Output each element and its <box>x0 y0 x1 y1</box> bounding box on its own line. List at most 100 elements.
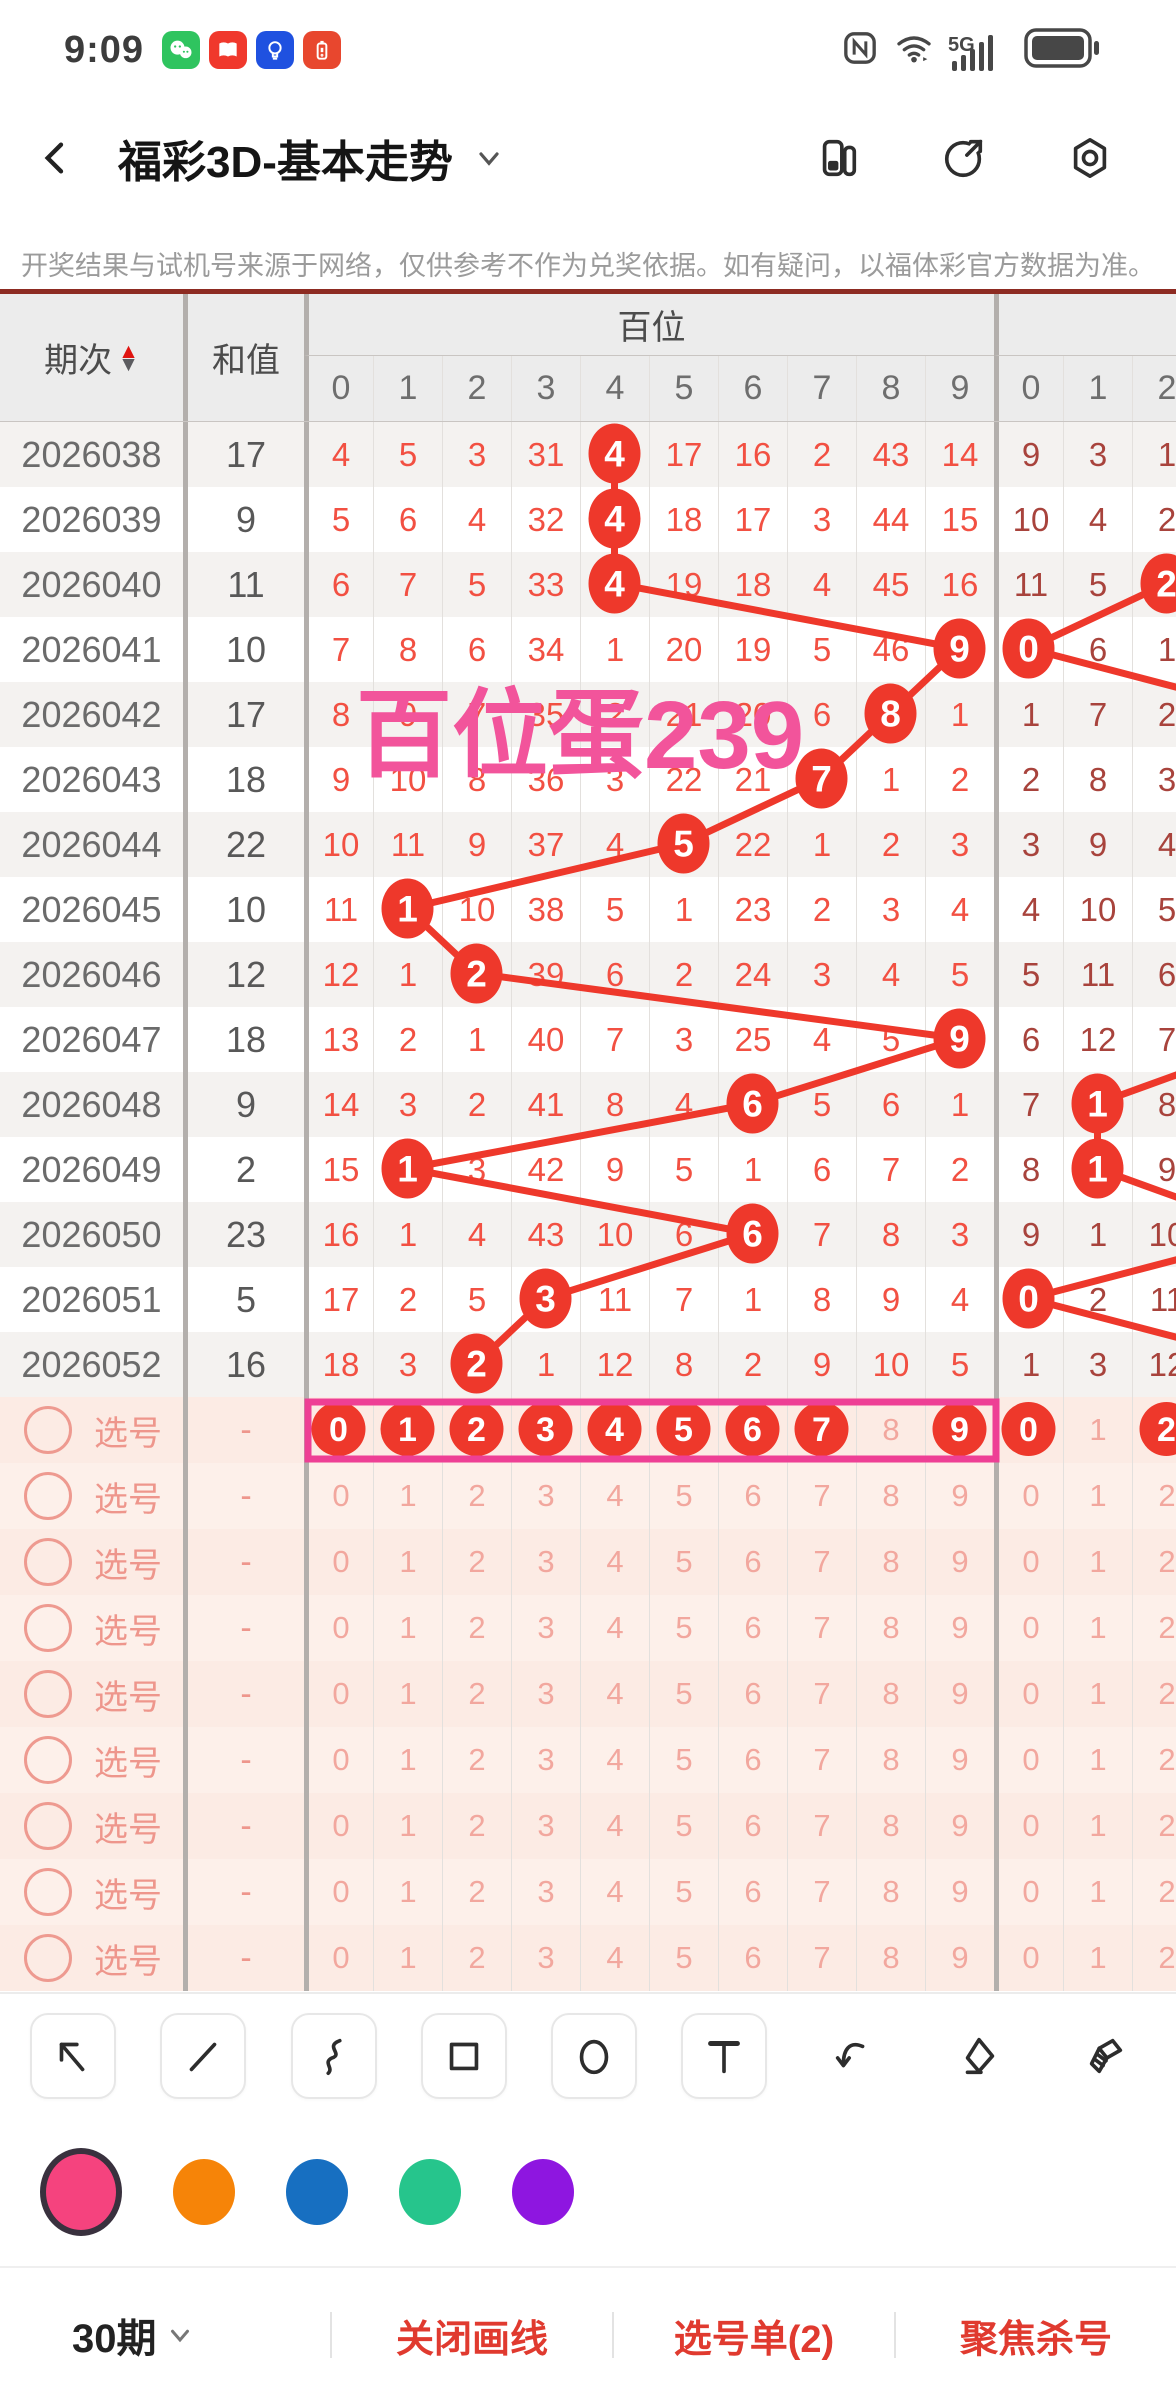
pick-digit[interactable]: 4 <box>580 1793 649 1859</box>
pick-digit[interactable]: 1 <box>1063 1727 1132 1793</box>
pick-digit[interactable]: 2 <box>442 1727 511 1793</box>
text-tool-icon[interactable] <box>681 2013 768 2099</box>
pick-digit[interactable]: 0 <box>994 1859 1063 1925</box>
pick-digit[interactable]: 7 <box>787 1661 856 1727</box>
pick-digit[interactable]: 3 <box>511 1859 580 1925</box>
pick-digit[interactable]: 3 <box>511 1463 580 1529</box>
pick-digit[interactable]: 5 <box>649 1727 718 1793</box>
pick-digit[interactable]: 5 <box>649 1793 718 1859</box>
pick-checkbox[interactable] <box>24 1406 72 1454</box>
pick-digit[interactable]: 7 <box>787 1859 856 1925</box>
pick-digit[interactable]: 0 <box>304 1397 373 1463</box>
line-tool-icon[interactable] <box>160 2013 247 2099</box>
pick-checkbox[interactable] <box>24 1670 72 1718</box>
pick-digit[interactable]: 1 <box>1063 1793 1132 1859</box>
pick-digit[interactable]: 6 <box>718 1727 787 1793</box>
pick-digit[interactable]: 7 <box>787 1397 856 1463</box>
pick-digit[interactable]: 0 <box>994 1529 1063 1595</box>
pick-digit[interactable]: 8 <box>856 1925 925 1991</box>
pick-digit[interactable]: 4 <box>580 1529 649 1595</box>
pick-digit[interactable]: 0 <box>304 1859 373 1925</box>
focus-kill-button[interactable]: 聚焦杀号 <box>959 2318 1112 2361</box>
pick-digit[interactable]: 9 <box>925 1661 994 1727</box>
pick-checkbox[interactable] <box>24 1736 72 1784</box>
color-swatch[interactable] <box>399 2159 461 2225</box>
pick-digit[interactable]: 9 <box>925 1529 994 1595</box>
pick-digit[interactable]: 1 <box>1063 1925 1132 1991</box>
pick-digit[interactable]: 4 <box>580 1925 649 1991</box>
circle-tool-icon[interactable] <box>551 2013 637 2099</box>
pick-digit[interactable]: 7 <box>787 1727 856 1793</box>
curve-tool-icon[interactable] <box>290 2013 377 2099</box>
pick-digit[interactable]: 3 <box>511 1529 580 1595</box>
pick-checkbox[interactable] <box>24 1802 72 1850</box>
title-dropdown-icon[interactable] <box>463 132 515 184</box>
pick-digit[interactable]: 9 <box>925 1793 994 1859</box>
pick-digit[interactable]: 8 <box>856 1859 925 1925</box>
pick-digit[interactable]: 2 <box>442 1859 511 1925</box>
pick-digit[interactable]: 7 <box>787 1793 856 1859</box>
pick-digit[interactable]: 3 <box>511 1397 580 1463</box>
pick-digit[interactable]: 1 <box>373 1595 442 1661</box>
pick-digit[interactable]: 7 <box>787 1595 856 1661</box>
pick-digit[interactable]: 6 <box>718 1859 787 1925</box>
pick-digit[interactable]: 0 <box>994 1595 1063 1661</box>
pick-checkbox[interactable] <box>24 1604 72 1652</box>
pick-digit[interactable]: 0 <box>994 1463 1063 1529</box>
pick-digit[interactable]: 0 <box>304 1793 373 1859</box>
pick-digit[interactable]: 1 <box>1063 1859 1132 1925</box>
pick-digit[interactable]: 4 <box>580 1661 649 1727</box>
pick-digit[interactable]: 2 <box>1132 1463 1176 1529</box>
pick-digit[interactable]: 2 <box>442 1793 511 1859</box>
pick-digit[interactable]: 2 <box>442 1463 511 1529</box>
pick-digit[interactable]: 5 <box>649 1529 718 1595</box>
pick-digit[interactable]: 6 <box>718 1397 787 1463</box>
pick-digit[interactable]: 1 <box>373 1529 442 1595</box>
eraser-icon[interactable] <box>938 2015 1020 2097</box>
pick-digit[interactable]: 9 <box>925 1397 994 1463</box>
pick-digit[interactable]: 1 <box>373 1463 442 1529</box>
pick-digit[interactable]: 1 <box>373 1793 442 1859</box>
pick-digit[interactable]: 2 <box>1132 1529 1176 1595</box>
pick-digit[interactable]: 6 <box>718 1661 787 1727</box>
pick-digit[interactable]: 9 <box>925 1859 994 1925</box>
pick-digit[interactable]: 1 <box>373 1859 442 1925</box>
pick-digit[interactable]: 4 <box>580 1727 649 1793</box>
pick-digit[interactable]: 2 <box>1132 1661 1176 1727</box>
pick-digit[interactable]: 3 <box>511 1595 580 1661</box>
pick-digit[interactable]: 1 <box>373 1661 442 1727</box>
pick-digit[interactable]: 9 <box>925 1727 994 1793</box>
period-selector[interactable]: 30期 <box>72 2306 195 2364</box>
pick-digit[interactable]: 8 <box>856 1397 925 1463</box>
settings-icon[interactable] <box>1064 132 1116 184</box>
pick-digit[interactable]: 6 <box>718 1595 787 1661</box>
pick-digit[interactable]: 7 <box>787 1529 856 1595</box>
pick-digit[interactable]: 0 <box>994 1397 1063 1463</box>
pick-digit[interactable]: 0 <box>994 1793 1063 1859</box>
pick-digit[interactable]: 2 <box>1132 1925 1176 1991</box>
arrow-tool-icon[interactable] <box>30 2013 116 2099</box>
pick-digit[interactable]: 2 <box>1132 1397 1176 1463</box>
pick-digit[interactable]: 2 <box>442 1595 511 1661</box>
pick-digit[interactable]: 1 <box>373 1397 442 1463</box>
close-drawing-button[interactable]: 关闭画线 <box>395 2318 548 2361</box>
pick-digit[interactable]: 2 <box>1132 1595 1176 1661</box>
pick-digit[interactable]: 1 <box>373 1727 442 1793</box>
pick-checkbox[interactable] <box>24 1934 72 1982</box>
clear-all-icon[interactable] <box>1064 2015 1146 2097</box>
pick-digit[interactable]: 8 <box>856 1595 925 1661</box>
pick-list-button[interactable]: 选号单(2) <box>673 2318 835 2361</box>
pick-checkbox[interactable] <box>24 1472 72 1520</box>
pick-digit[interactable]: 3 <box>511 1925 580 1991</box>
pick-digit[interactable]: 8 <box>856 1529 925 1595</box>
back-button[interactable] <box>30 132 82 184</box>
pick-digit[interactable]: 0 <box>304 1661 373 1727</box>
pick-digit[interactable]: 6 <box>718 1529 787 1595</box>
pick-digit[interactable]: 6 <box>718 1793 787 1859</box>
undo-icon[interactable] <box>812 2015 894 2097</box>
pick-digit[interactable]: 8 <box>856 1727 925 1793</box>
pick-digit[interactable]: 0 <box>994 1727 1063 1793</box>
pick-digit[interactable]: 9 <box>925 1463 994 1529</box>
pick-digit[interactable]: 2 <box>442 1661 511 1727</box>
pick-digit[interactable]: 7 <box>787 1925 856 1991</box>
